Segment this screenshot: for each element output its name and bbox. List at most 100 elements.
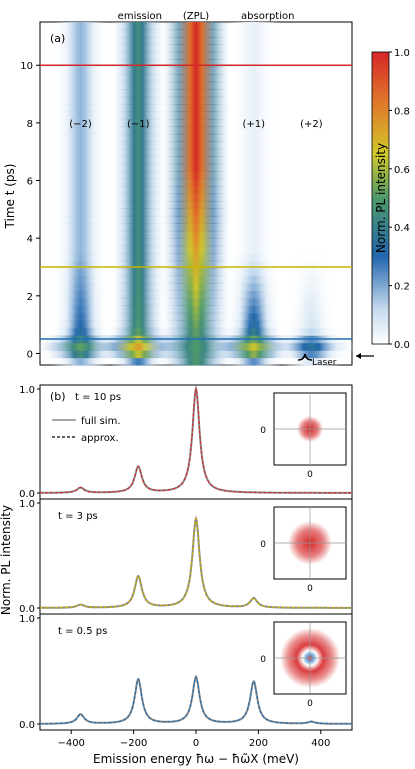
inset-x-tick: 0	[307, 584, 313, 594]
band-cell	[110, 118, 167, 127]
band-cell	[223, 357, 284, 366]
band-cell	[110, 148, 167, 157]
band-cell	[214, 350, 294, 359]
heatmap-panel: (a) emission (ZPL) absorption (−2) (−1) (+1)…	[3, 11, 374, 368]
band-cell	[160, 268, 232, 277]
band-cell	[225, 193, 282, 202]
cut-lines	[40, 64, 352, 340]
spec-y-tick-label: 1.0	[19, 614, 35, 625]
band-cell	[160, 297, 232, 306]
top-label-0: emission	[118, 11, 162, 22]
band-2	[140, 22, 252, 366]
band-cell	[225, 118, 282, 127]
band-cell	[225, 275, 282, 284]
band-cell	[160, 36, 232, 45]
band-cell	[110, 305, 167, 314]
band-cell	[160, 186, 232, 195]
band-cell	[160, 29, 232, 38]
band-cell	[110, 186, 167, 195]
band-cell	[110, 66, 167, 75]
band-cell	[110, 133, 167, 142]
band-cell	[52, 118, 109, 127]
band-cell	[52, 126, 109, 135]
band-cell	[52, 253, 109, 262]
band-cell	[52, 133, 109, 142]
band-cell	[160, 66, 232, 75]
band-cell	[160, 104, 232, 113]
band-cell	[52, 268, 109, 277]
band-cell	[225, 141, 282, 150]
band-cell	[52, 275, 109, 284]
cb-tick-label: 0.0	[394, 340, 410, 351]
inset-2: 00	[260, 621, 347, 709]
band-cell	[110, 297, 167, 306]
band-cell	[110, 29, 167, 38]
band-cell	[283, 320, 340, 329]
band-cell	[225, 81, 282, 90]
inset-y-tick: 0	[260, 426, 266, 436]
band-cell	[110, 208, 167, 217]
band-cell	[225, 215, 282, 224]
band-cell	[110, 193, 167, 202]
band-cell	[110, 89, 167, 98]
band-cell	[52, 96, 109, 105]
band-cell	[52, 178, 109, 187]
band-cell	[110, 96, 167, 105]
band-cell	[52, 141, 109, 150]
band-cell	[283, 312, 340, 321]
band-cell	[110, 126, 167, 135]
band-cell	[110, 290, 167, 299]
band-cell	[160, 133, 232, 142]
band-cell	[225, 268, 282, 277]
y-tick-label: 8	[27, 119, 33, 130]
band-cell	[160, 148, 232, 157]
band-cell	[110, 59, 167, 68]
band-cell	[52, 186, 109, 195]
colorbar: 0.0 0.2 0.4 0.6 0.8 1.0 Norm. PL intensity	[371, 48, 410, 351]
band-cell	[225, 36, 282, 45]
band-cell	[110, 282, 167, 292]
band-cell	[52, 320, 109, 329]
band-cell	[225, 126, 282, 135]
band-cell	[110, 44, 167, 53]
band-cell	[52, 223, 109, 232]
band-cell	[50, 327, 111, 336]
band-cell	[159, 305, 233, 314]
band-cell	[110, 312, 167, 321]
band-cell	[205, 342, 302, 351]
band-cell	[110, 141, 167, 150]
band-1	[90, 22, 187, 366]
band-cell	[160, 59, 232, 68]
band-cell	[52, 29, 109, 38]
band-cell	[52, 200, 109, 210]
legend-entry-full-sim: full sim.	[81, 416, 121, 427]
band-cell	[160, 171, 232, 180]
band-cell	[110, 253, 167, 262]
band-cell	[157, 327, 235, 336]
band-cell	[52, 297, 109, 306]
band-cell	[52, 89, 109, 98]
band-cell	[52, 290, 109, 299]
band-cell	[110, 268, 167, 277]
band-cell	[283, 282, 340, 292]
spec-y-tick-label: 0.0	[19, 604, 35, 615]
band-cell	[225, 89, 282, 98]
band-cell	[52, 193, 109, 202]
laser-label: Laser	[312, 358, 337, 368]
band-cell	[108, 357, 169, 366]
replica-label-0: (−2)	[69, 119, 92, 130]
band-cell	[225, 104, 282, 113]
inset-y-tick: 0	[260, 655, 266, 665]
band-cell	[225, 200, 282, 210]
spec-y-tick-label: 0.0	[19, 720, 35, 731]
band-cell	[52, 312, 109, 321]
band-cell	[90, 342, 187, 351]
time-label: t = 10 ps	[75, 392, 121, 403]
band-cell	[160, 193, 232, 202]
band-cell	[52, 260, 109, 269]
band-cell	[110, 81, 167, 90]
